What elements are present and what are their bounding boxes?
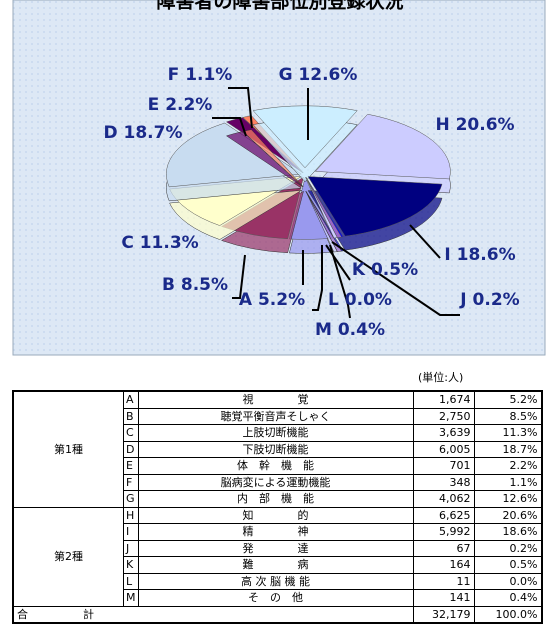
table-cell: 知 的 <box>137 506 414 524</box>
table-cell: 聴覚平衡音声そしゃく <box>137 407 414 425</box>
table-row: B 聴覚平衡音声そしゃく 2,750 8.5% <box>13 407 542 425</box>
table-cell: L <box>123 572 139 590</box>
table-cell: K <box>123 556 139 574</box>
table-cell: B <box>123 407 139 425</box>
pie-slice <box>307 176 443 237</box>
table-cell: 0.5% <box>473 556 542 574</box>
table-cell: 合 計 <box>12 605 414 624</box>
leader-lines <box>212 87 460 319</box>
table-cell: 18.6% <box>473 523 542 541</box>
table-cell: 脳病変による運動機能 <box>137 473 414 491</box>
data-label: E 2.2% <box>148 95 213 115</box>
table-cell: 6,625 <box>412 506 475 524</box>
data-label: D 18.7% <box>103 123 182 143</box>
table-cell: 0.0% <box>473 572 542 590</box>
table-cell: 難 病 <box>137 556 414 574</box>
data-label: H 20.6% <box>435 115 514 135</box>
data-label: K 0.5% <box>352 260 418 280</box>
table-cell: 141 <box>412 589 475 607</box>
table-cell: 0.2% <box>473 539 542 557</box>
pie-slice <box>314 113 451 180</box>
table-cell: A <box>123 390 139 409</box>
table-cell: 4,062 <box>412 490 475 508</box>
table-cell: 12.6% <box>473 490 542 508</box>
table-row: 第2種 H 知 的 6,625 20.6% <box>12 506 542 607</box>
pie-slice-side <box>305 191 338 253</box>
pie-slice-side <box>242 129 304 188</box>
table-row: 第1種 A 視 覚 1,674 5.2% <box>12 390 542 508</box>
chart: 障害者の障害部位別登録状況 A 5.2% B 8.5% C 11.3% D 18.7%… <box>12 0 546 356</box>
data-table: 第1種 A 視 覚 1,674 5.2% B 聴覚平衡音声そしゃく 2,750 8.5% C 上肢切… <box>12 390 543 624</box>
table-cell: 1.1% <box>473 473 542 491</box>
table-cell: 第1種 <box>12 390 124 508</box>
table-cell: 5.2% <box>473 390 542 409</box>
table-cell: 下肢切断機能 <box>137 440 414 458</box>
table-cell: 3,639 <box>412 424 475 442</box>
table-cell: 0.4% <box>473 589 542 607</box>
table-cell: 高 次 脳 機 能 <box>137 572 414 590</box>
table-cell: 体 幹 機 能 <box>137 457 414 475</box>
table-cell: F <box>123 473 139 491</box>
table-row: D 下肢切断機能 6,005 18.7% <box>13 440 542 458</box>
pie-slice <box>252 105 358 169</box>
table-cell: 11.3% <box>473 424 542 442</box>
table-cell: 5,992 <box>412 523 475 541</box>
table-cell: 164 <box>412 556 475 574</box>
table-cell: 701 <box>412 457 475 475</box>
table-cell: D <box>123 440 139 458</box>
table-cell: 発 達 <box>137 539 414 557</box>
table-cell: 視 覚 <box>137 390 414 409</box>
total-row: 合 計 32,179 100.0% <box>12 605 542 624</box>
table-cell: C <box>123 424 139 442</box>
table-cell: そ の 他 <box>137 589 414 607</box>
data-label: I 18.6% <box>444 245 515 265</box>
table-cell: 348 <box>412 473 475 491</box>
pie <box>166 105 451 254</box>
pie-slice <box>305 177 338 239</box>
table-cell: 8.5% <box>473 407 542 425</box>
pie-slice <box>166 122 303 188</box>
table-cell: 20.6% <box>473 506 542 524</box>
table-cell: 内 部 機 能 <box>137 490 414 508</box>
table-cell: 第2種 <box>12 506 124 607</box>
data-label: A 5.2% <box>239 290 305 310</box>
table-cell: 1,674 <box>412 390 475 409</box>
data-label: G 12.6% <box>279 65 358 85</box>
table-cell: G <box>123 490 139 508</box>
table-cell: H <box>123 506 139 524</box>
table-cell: 2,750 <box>412 407 475 425</box>
table-cell: 100.0% <box>473 605 542 624</box>
data-label: L 0.0% <box>328 290 392 310</box>
data-label: J 0.2% <box>459 290 519 310</box>
chart-title: 障害者の障害部位別登録状況 <box>156 0 403 13</box>
table-cell: 67 <box>412 539 475 557</box>
table-cell: 32,179 <box>412 605 475 624</box>
table-cell: J <box>123 539 139 557</box>
table-cell: 上肢切断機能 <box>137 424 414 442</box>
table-cell: 2.2% <box>473 457 542 475</box>
data-label: M 0.4% <box>315 320 385 340</box>
table-cell: 精 神 <box>137 523 414 541</box>
unit-label: (単位:人) <box>418 371 464 384</box>
table-cell: E <box>123 457 139 475</box>
data-label: C 11.3% <box>121 233 198 253</box>
data-label: B 8.5% <box>162 275 228 295</box>
table-cell: 11 <box>412 572 475 590</box>
table-cell: 18.7% <box>473 440 542 458</box>
table-cell: 6,005 <box>412 440 475 458</box>
table-cell: I <box>123 523 139 541</box>
data-label: F 1.1% <box>168 65 233 85</box>
table-cell: M <box>123 589 139 607</box>
